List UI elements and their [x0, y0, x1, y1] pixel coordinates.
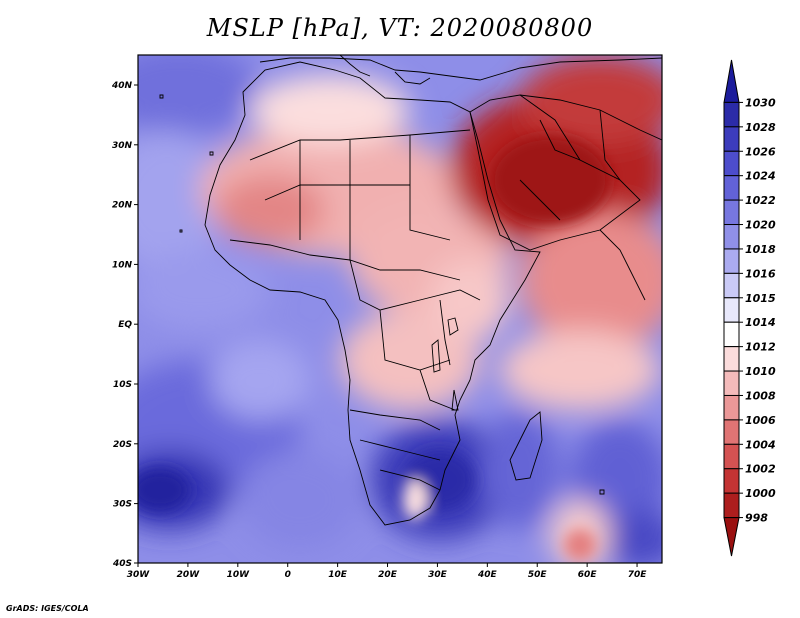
colorbar-label: 1020: [745, 219, 776, 232]
colorbar-label: 1014: [745, 316, 776, 329]
map-frame: [137, 54, 663, 564]
footer-credit: GrADS: IGES/COLA: [6, 604, 89, 613]
colorbar-label: 998: [745, 512, 768, 525]
longitude-axis: 30W 20W 10W 0 10E 20E 30E 40E 50E 60E 70E: [127, 563, 647, 580]
colorbar-segment: [723, 492, 740, 519]
colorbar-label: 1008: [745, 389, 776, 402]
lon-label: 60E: [578, 570, 598, 580]
colorbar-label: 1015: [745, 292, 776, 305]
colorbar-segment: [723, 394, 740, 421]
lon-label: 10E: [328, 570, 348, 580]
lon-label: 50E: [528, 570, 548, 580]
lon-label: 20W: [177, 570, 201, 580]
lat-label: 40S: [112, 559, 132, 569]
colorbar-label: 1004: [745, 438, 776, 451]
colorbar-label: 1006: [745, 414, 776, 427]
lat-label: EQ: [118, 320, 132, 330]
lat-label: 30N: [112, 141, 133, 151]
colorbar-segment: [723, 248, 740, 274]
colorbar-label: 1024: [745, 170, 776, 183]
colorbar-segment: [723, 59, 740, 103]
colorbar-segment: [723, 443, 740, 470]
latitude-axis: 40N 30N 20N 10N EQ 10S 20S 30S 40S: [111, 81, 138, 569]
colorbar-segment: [723, 224, 740, 250]
colorbar-label: 1010: [745, 365, 776, 378]
colorbar-label: 1030: [745, 96, 776, 109]
colorbar-segment: [723, 297, 740, 323]
colorbar-segment: [723, 321, 740, 348]
lon-label: 70E: [628, 570, 648, 580]
lon-label: 40E: [477, 570, 498, 580]
colorbar-label: 1022: [745, 194, 776, 207]
lon-label: 10W: [227, 570, 251, 580]
colorbar-label: 1000: [745, 487, 776, 500]
lon-label: 30E: [428, 570, 448, 580]
lat-label: 30S: [113, 500, 132, 510]
lat-label: 10S: [113, 380, 132, 390]
colorbar-segment: [723, 175, 740, 201]
lat-label: 20N: [112, 201, 133, 211]
colorbar-label: 1002: [745, 463, 776, 476]
lat-label: 40N: [111, 81, 133, 91]
colorbar-label: 1026: [745, 145, 776, 158]
coastlines: [159, 55, 662, 526]
map-title: MSLP [hPa], VT: 2020080800: [206, 14, 594, 42]
colorbar-label: 1018: [745, 243, 776, 256]
colorbar-label: 1012: [745, 341, 776, 354]
lat-label: 10N: [112, 260, 133, 270]
lon-label: 30W: [127, 570, 151, 580]
colorbar-segment: [723, 199, 740, 226]
lon-label: 20E: [378, 570, 398, 580]
colorbar-segment: [723, 150, 740, 177]
colorbar-label: 1028: [745, 121, 776, 134]
pressure-field: [138, 55, 662, 563]
colorbar-segment: [723, 517, 740, 557]
lat-label: 20S: [113, 440, 132, 450]
colorbar: 1030 1028 1026 1024 1022 1020 1018 1016 1015 1014…: [723, 59, 776, 557]
colorbar-segment: [723, 468, 740, 494]
colorbar-segment: [723, 126, 740, 152]
colorbar-segment: [723, 370, 740, 396]
lon-label: 0: [285, 570, 291, 580]
colorbar-segment: [723, 101, 740, 128]
colorbar-segment: [723, 272, 740, 299]
colorbar-segment: [723, 419, 740, 445]
colorbar-label: 1016: [745, 267, 776, 280]
colorbar-segment: [723, 346, 740, 372]
